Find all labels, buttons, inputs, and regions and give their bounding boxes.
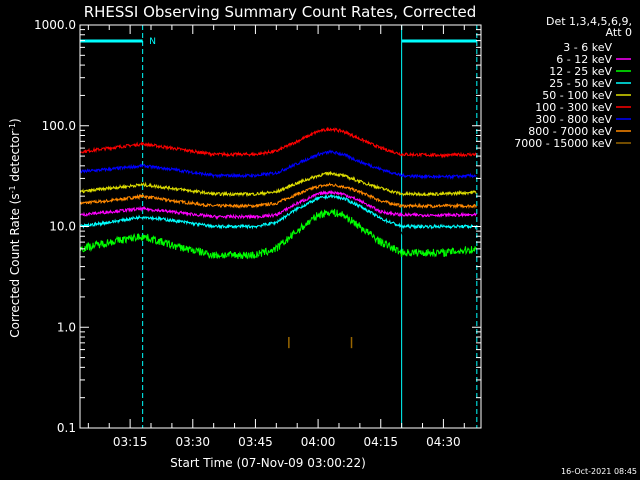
legend-item-label: 300 - 800 keV — [535, 113, 612, 126]
series-3to6keV-line — [79, 202, 477, 239]
y-axis-label-part: ) — [8, 118, 22, 123]
y-axis-label-part: Corrected Count Rate (s — [8, 193, 22, 337]
x-tick-label: 04:15 — [363, 435, 398, 449]
series-trace — [79, 182, 477, 210]
y-tick-label: 1.0 — [57, 320, 76, 334]
y-tick-label: 10.0 — [49, 220, 76, 234]
legend-item-label: 7000 - 15000 keV — [514, 137, 612, 150]
night-flag-label: N — [149, 37, 156, 47]
legend-item-label: 12 - 25 keV — [549, 65, 612, 78]
series-trace — [79, 126, 477, 159]
series-trace — [79, 202, 477, 239]
legend-header: Att 0 — [606, 26, 632, 39]
x-tick-label: 04:30 — [426, 435, 461, 449]
chart-title: RHESSI Observing Summary Count Rates, Co… — [84, 3, 477, 21]
series-6to12keV-line — [79, 189, 477, 220]
series-trace — [79, 171, 477, 198]
series-25to50keV-line — [79, 193, 477, 230]
series-trace — [79, 208, 477, 260]
legend-header: Det 1,3,4,5,6,9, — [546, 15, 632, 28]
series-12to25keV-line — [79, 208, 477, 260]
y-tick-label: 1000.0 — [34, 18, 76, 32]
legend-item-label: 800 - 7000 keV — [528, 125, 612, 138]
y-tick-label: 100.0 — [42, 119, 76, 133]
series-trace — [79, 189, 477, 220]
x-tick-label: 04:00 — [301, 435, 336, 449]
x-tick-label: 03:45 — [238, 435, 273, 449]
series-trace — [79, 193, 477, 230]
series-trace — [79, 149, 477, 180]
y-axis-label-part: -1 — [8, 123, 17, 131]
legend-item-label: 6 - 12 keV — [556, 53, 612, 66]
y-axis-label-part: -1 — [8, 185, 17, 193]
y-axis-label: Corrected Count Rate (s-1 detector-1) — [8, 118, 23, 337]
series-300to800keV-line — [79, 149, 477, 180]
series-100to300keV-line — [79, 126, 477, 159]
x-axis-label: Start Time (07-Nov-09 03:00:22) — [170, 456, 366, 470]
y-tick-label: 0.1 — [57, 421, 76, 435]
timestamp: 16-Oct-2021 08:45 — [561, 467, 637, 476]
axes: 0.1 1.0 10.0 100.0 1000.0 03:15 03:30 03:45 04:0… — [34, 18, 482, 449]
y-axis-label-part: detector — [8, 131, 22, 186]
legend-item-label: 100 - 300 keV — [535, 101, 612, 114]
series-800to7000keV-line — [79, 182, 477, 210]
x-tick-label: 03:15 — [113, 435, 148, 449]
series-50to100keV-line — [79, 171, 477, 198]
x-tick-label: 03:30 — [175, 435, 210, 449]
legend-item-label: 3 - 6 keV — [563, 41, 612, 54]
legend-item-label: 25 - 50 keV — [549, 77, 612, 90]
legend-item-label: 50 - 100 keV — [542, 89, 612, 102]
